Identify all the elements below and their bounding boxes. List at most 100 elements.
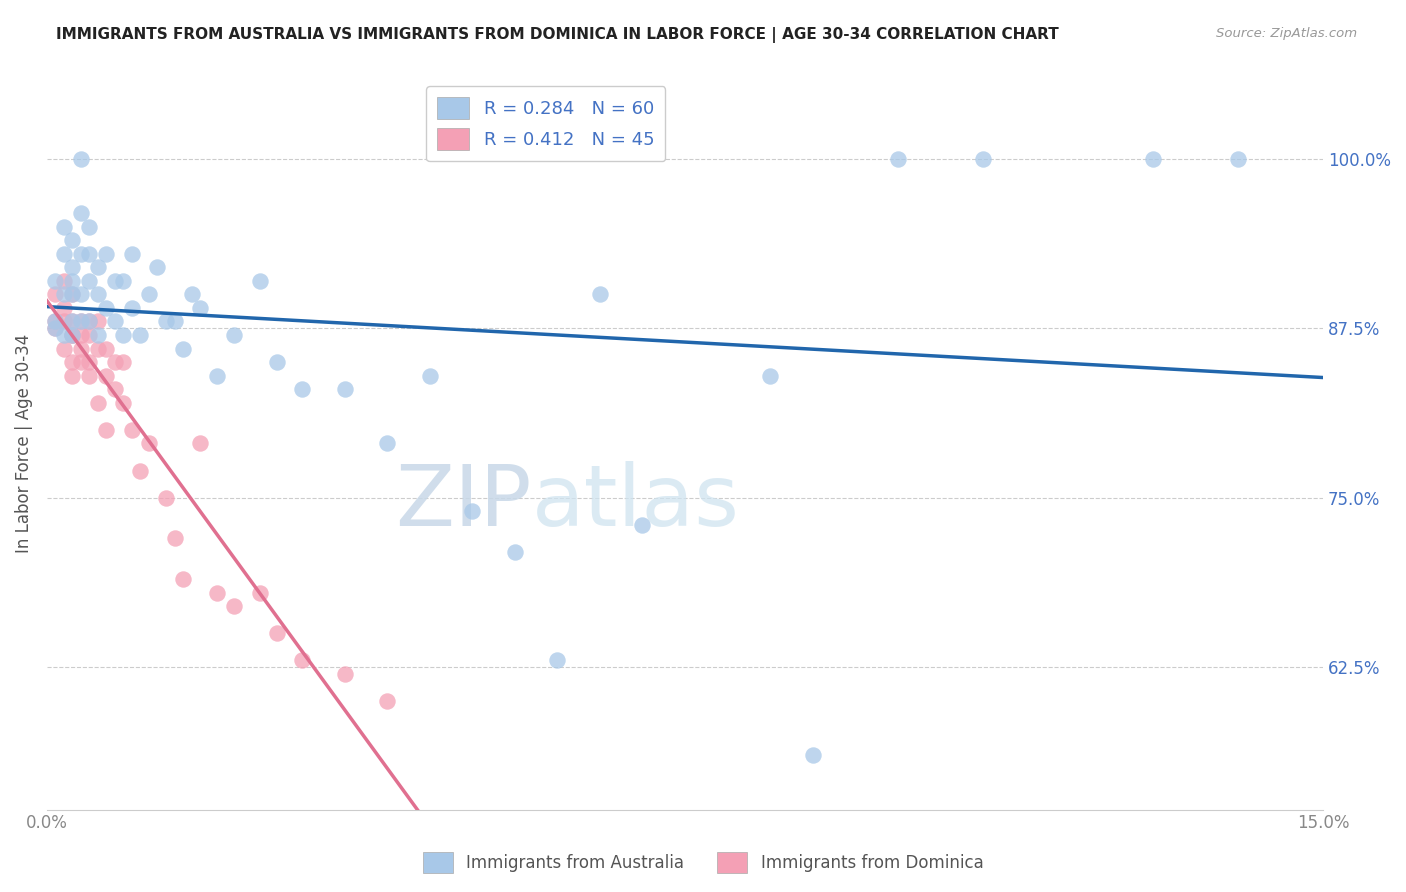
Point bbox=[52, 219, 75, 234]
Point bbox=[121, 246, 143, 260]
Point bbox=[44, 321, 66, 335]
Point bbox=[96, 246, 118, 260]
Point bbox=[52, 301, 75, 315]
Point bbox=[546, 653, 568, 667]
Point bbox=[87, 314, 110, 328]
Point bbox=[104, 314, 127, 328]
Point bbox=[44, 314, 66, 328]
Point bbox=[44, 287, 66, 301]
Point bbox=[112, 328, 135, 343]
Point bbox=[70, 314, 93, 328]
Point bbox=[801, 748, 824, 763]
Point bbox=[79, 314, 101, 328]
Point bbox=[87, 328, 110, 343]
Point bbox=[375, 436, 398, 450]
Point bbox=[112, 355, 135, 369]
Point bbox=[291, 653, 314, 667]
Point bbox=[375, 694, 398, 708]
Point bbox=[52, 328, 75, 343]
Point bbox=[62, 260, 84, 275]
Point bbox=[62, 287, 84, 301]
Point bbox=[205, 585, 228, 599]
Point bbox=[96, 342, 118, 356]
Point bbox=[589, 287, 612, 301]
Point bbox=[62, 287, 84, 301]
Point bbox=[138, 436, 160, 450]
Point bbox=[121, 423, 143, 437]
Point bbox=[155, 314, 177, 328]
Point bbox=[1142, 152, 1164, 166]
Point bbox=[163, 314, 186, 328]
Point bbox=[79, 314, 101, 328]
Point bbox=[886, 152, 908, 166]
Text: atlas: atlas bbox=[531, 460, 740, 543]
Legend: R = 0.284   N = 60, R = 0.412   N = 45: R = 0.284 N = 60, R = 0.412 N = 45 bbox=[426, 87, 665, 161]
Point bbox=[222, 328, 245, 343]
Point bbox=[205, 368, 228, 383]
Point bbox=[163, 532, 186, 546]
Text: Source: ZipAtlas.com: Source: ZipAtlas.com bbox=[1216, 27, 1357, 40]
Point bbox=[1227, 152, 1250, 166]
Point bbox=[52, 246, 75, 260]
Point bbox=[79, 328, 101, 343]
Point bbox=[266, 355, 288, 369]
Point bbox=[180, 287, 202, 301]
Point bbox=[291, 382, 314, 396]
Point bbox=[62, 368, 84, 383]
Point bbox=[129, 464, 152, 478]
Point bbox=[52, 287, 75, 301]
Point bbox=[333, 667, 356, 681]
Point bbox=[62, 274, 84, 288]
Text: IMMIGRANTS FROM AUSTRALIA VS IMMIGRANTS FROM DOMINICA IN LABOR FORCE | AGE 30-34: IMMIGRANTS FROM AUSTRALIA VS IMMIGRANTS … bbox=[56, 27, 1059, 43]
Point bbox=[52, 342, 75, 356]
Point bbox=[419, 368, 441, 383]
Point bbox=[759, 368, 782, 383]
Point bbox=[155, 491, 177, 505]
Point bbox=[70, 342, 93, 356]
Point bbox=[79, 219, 101, 234]
Point bbox=[503, 545, 526, 559]
Point bbox=[188, 436, 211, 450]
Point bbox=[249, 585, 271, 599]
Point bbox=[62, 328, 84, 343]
Point bbox=[188, 301, 211, 315]
Point bbox=[129, 328, 152, 343]
Point bbox=[96, 368, 118, 383]
Point bbox=[79, 355, 101, 369]
Point bbox=[172, 342, 194, 356]
Point bbox=[172, 572, 194, 586]
Point bbox=[96, 301, 118, 315]
Point bbox=[112, 396, 135, 410]
Point bbox=[70, 287, 93, 301]
Point bbox=[87, 287, 110, 301]
Point bbox=[79, 274, 101, 288]
Point bbox=[104, 355, 127, 369]
Point bbox=[96, 423, 118, 437]
Point bbox=[52, 274, 75, 288]
Point bbox=[79, 368, 101, 383]
Point bbox=[44, 314, 66, 328]
Point bbox=[79, 246, 101, 260]
Point bbox=[87, 260, 110, 275]
Point bbox=[222, 599, 245, 614]
Point bbox=[62, 314, 84, 328]
Point bbox=[62, 233, 84, 247]
Point bbox=[70, 355, 93, 369]
Point bbox=[138, 287, 160, 301]
Point bbox=[266, 626, 288, 640]
Point bbox=[87, 396, 110, 410]
Point bbox=[44, 321, 66, 335]
Point bbox=[62, 355, 84, 369]
Point bbox=[333, 382, 356, 396]
Point bbox=[70, 206, 93, 220]
Point bbox=[62, 328, 84, 343]
Point bbox=[62, 328, 84, 343]
Point bbox=[70, 314, 93, 328]
Point bbox=[62, 314, 84, 328]
Point bbox=[146, 260, 169, 275]
Point bbox=[70, 328, 93, 343]
Point bbox=[104, 274, 127, 288]
Point bbox=[70, 246, 93, 260]
Point bbox=[121, 301, 143, 315]
Point bbox=[249, 274, 271, 288]
